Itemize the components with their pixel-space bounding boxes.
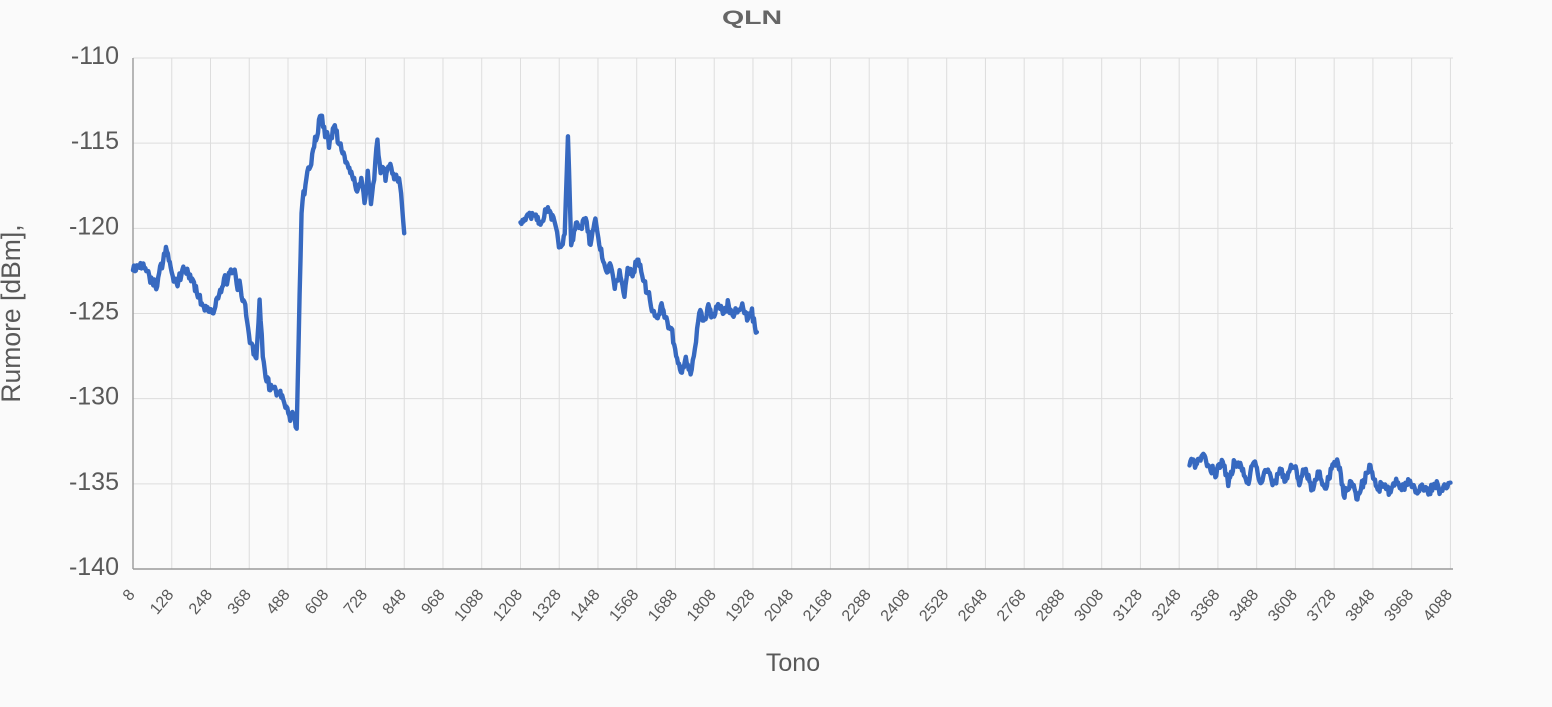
svg-text:1328: 1328 — [529, 587, 565, 625]
svg-text:-135: -135 — [69, 468, 119, 496]
svg-text:1928: 1928 — [723, 587, 759, 625]
svg-text:-120: -120 — [69, 212, 119, 240]
svg-text:3248: 3248 — [1149, 587, 1185, 625]
svg-text:3968: 3968 — [1381, 587, 1417, 625]
svg-text:1208: 1208 — [490, 587, 526, 625]
svg-text:2768: 2768 — [994, 587, 1030, 625]
svg-text:4088: 4088 — [1420, 587, 1456, 625]
svg-text:968: 968 — [418, 587, 448, 618]
svg-text:3128: 3128 — [1110, 587, 1146, 625]
svg-text:848: 848 — [380, 587, 410, 618]
svg-text:488: 488 — [263, 587, 293, 618]
svg-text:-130: -130 — [69, 383, 119, 411]
svg-text:2048: 2048 — [761, 587, 797, 625]
svg-text:-115: -115 — [71, 127, 119, 155]
svg-text:-110: -110 — [71, 42, 119, 70]
svg-text:3848: 3848 — [1343, 587, 1379, 625]
svg-text:Rumore [dBm],: Rumore [dBm], — [0, 224, 26, 402]
svg-text:8: 8 — [120, 587, 139, 605]
svg-text:1568: 1568 — [606, 587, 642, 625]
svg-text:248: 248 — [186, 587, 216, 618]
svg-text:2288: 2288 — [839, 587, 875, 625]
svg-text:3368: 3368 — [1188, 587, 1224, 625]
svg-text:Tono: Tono — [766, 649, 820, 677]
svg-text:3488: 3488 — [1226, 587, 1262, 625]
svg-text:2408: 2408 — [878, 587, 914, 625]
svg-text:608: 608 — [302, 587, 332, 618]
svg-text:1088: 1088 — [451, 587, 487, 625]
svg-text:2168: 2168 — [800, 587, 836, 625]
svg-text:1448: 1448 — [568, 587, 604, 625]
svg-text:3728: 3728 — [1304, 587, 1340, 625]
svg-text:1808: 1808 — [684, 587, 720, 625]
svg-text:128: 128 — [147, 587, 177, 618]
svg-text:2888: 2888 — [1033, 587, 1069, 625]
svg-text:-125: -125 — [69, 298, 119, 326]
svg-text:-140: -140 — [69, 553, 119, 581]
svg-text:368: 368 — [225, 587, 255, 618]
svg-text:3608: 3608 — [1265, 587, 1301, 625]
svg-text:2648: 2648 — [955, 587, 991, 625]
svg-text:1688: 1688 — [645, 587, 681, 625]
svg-text:3008: 3008 — [1071, 587, 1107, 625]
svg-text:2528: 2528 — [916, 587, 952, 625]
svg-text:728: 728 — [341, 587, 371, 618]
